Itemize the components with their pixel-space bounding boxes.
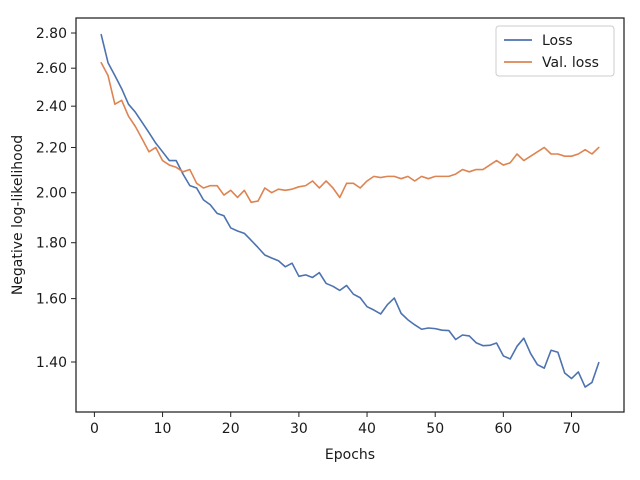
y-tick-label: 2.40	[36, 99, 67, 115]
x-tick-label: 0	[90, 421, 99, 437]
plot-frame	[75, 17, 625, 413]
series-layer	[100, 33, 600, 388]
x-tick-label: 60	[494, 421, 512, 437]
x-axis: 0 10 20 30 40 50 60 70	[90, 412, 580, 437]
y-tick-label: 2.80	[36, 26, 67, 42]
y-tick-label: 2.00	[36, 186, 67, 202]
y-tick-label: 1.60	[36, 292, 67, 308]
y-tick-label: 1.40	[36, 355, 67, 371]
plot-background	[76, 18, 624, 412]
y-tick-label: 1.80	[36, 236, 67, 252]
x-tick-label: 20	[222, 421, 240, 437]
y-tick-label: 2.60	[36, 61, 67, 77]
legend-label-loss: Loss	[542, 33, 573, 49]
series-line-val-loss	[100, 61, 600, 204]
x-tick-label: 30	[290, 421, 308, 437]
y-axis: 1.40 1.60 1.80 2.00 2.20 2.40 2.60 2.80	[36, 26, 76, 371]
x-tick-label: 10	[154, 421, 172, 437]
legend: Loss Val. loss	[495, 25, 615, 77]
x-tick-label: 70	[563, 421, 581, 437]
y-axis-label: Negative log-likelihood	[10, 135, 26, 295]
y-tick-label: 2.20	[36, 140, 67, 156]
legend-label-val-loss: Val. loss	[542, 55, 599, 71]
x-tick-label: 50	[426, 421, 444, 437]
legend-box	[495, 25, 615, 77]
series-line-loss	[100, 33, 600, 388]
x-tick-label: 40	[358, 421, 376, 437]
x-axis-label: Epochs	[325, 447, 375, 463]
